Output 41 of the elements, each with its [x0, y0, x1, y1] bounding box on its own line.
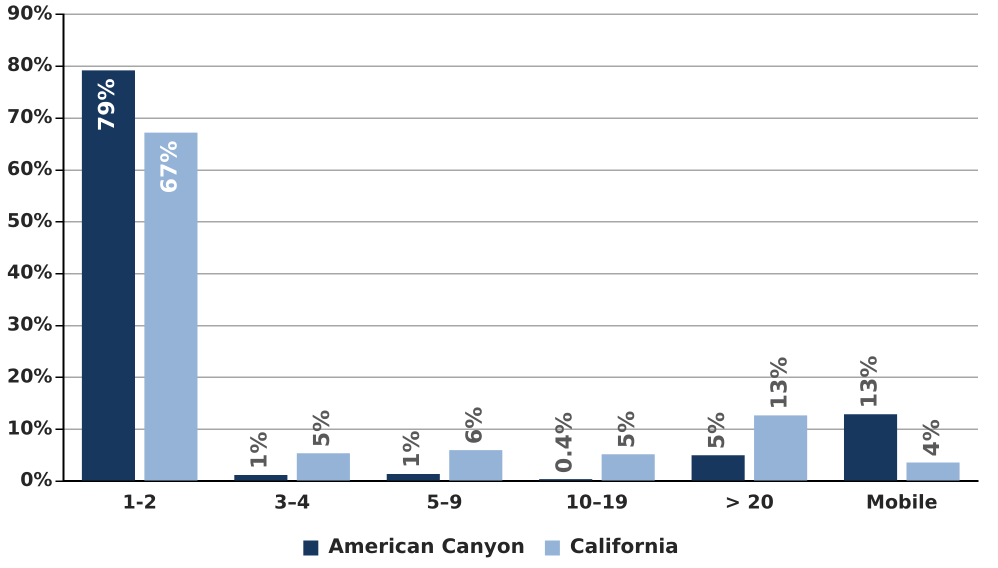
bar — [296, 453, 350, 480]
y-tick-label: 0% — [20, 469, 52, 492]
y-tick-label: 90% — [6, 2, 52, 24]
data-label: 4% — [920, 419, 945, 457]
x-tick-label: 3–4 — [274, 492, 310, 514]
legend-label: California — [570, 534, 679, 558]
x-tick-label: 10–19 — [566, 492, 628, 514]
bar — [82, 70, 135, 480]
legend-label: American Canyon — [328, 534, 525, 558]
y-tick-label: 60% — [6, 158, 52, 180]
bar — [844, 414, 898, 480]
data-label: 13% — [767, 356, 792, 410]
bar — [692, 455, 745, 480]
bar — [449, 450, 502, 480]
bar — [144, 132, 198, 480]
x-tick-label: 1-2 — [122, 492, 157, 514]
bar — [602, 454, 655, 480]
data-label: 6% — [462, 406, 488, 444]
y-tick-label: 40% — [6, 262, 52, 284]
y-tick-label: 50% — [6, 210, 52, 232]
bar — [386, 474, 440, 480]
y-tick-label: 20% — [6, 365, 52, 388]
y-tick-label: 80% — [6, 54, 52, 76]
data-label: 13% — [857, 356, 882, 408]
data-label: 79% — [95, 78, 120, 132]
data-label: 1% — [248, 432, 273, 469]
data-label: 5% — [704, 412, 730, 450]
data-label: 1% — [400, 430, 425, 468]
bar — [234, 474, 288, 480]
y-tick-label: 10% — [6, 417, 52, 440]
bar — [906, 462, 960, 480]
data-label: 0.4% — [552, 412, 578, 474]
y-tick-label: 30% — [6, 314, 52, 336]
data-label: 5% — [310, 410, 336, 448]
data-label: 5% — [614, 410, 640, 448]
x-tick-label: > 20 — [724, 492, 774, 514]
bar — [754, 415, 808, 480]
x-tick-label: 5–9 — [426, 492, 463, 514]
y-tick-label: 70% — [6, 106, 52, 128]
x-tick-label: Mobile — [866, 492, 938, 514]
data-label: 67% — [158, 140, 183, 194]
